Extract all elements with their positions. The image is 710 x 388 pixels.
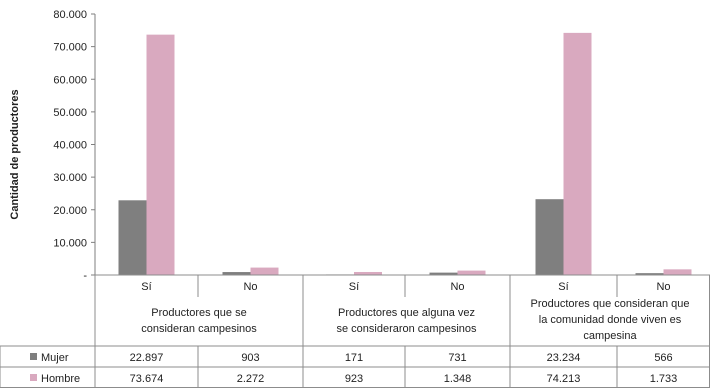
category-label: No: [656, 281, 670, 293]
data-label: 1.733: [650, 373, 678, 385]
y-tick-label: 20.000: [53, 205, 87, 217]
category-label: Sí: [558, 281, 568, 293]
bars: [118, 32, 692, 275]
legend-swatch-hombre: [30, 374, 37, 381]
data-label: 566: [654, 352, 672, 364]
y-axis: - 10.000 20.000 30.000 40.000 50.000 60.000 70.…: [53, 9, 96, 282]
y-tick-label: 30.000: [53, 172, 87, 184]
data-label: 22.897: [130, 352, 164, 364]
data-label: 2.272: [237, 373, 265, 385]
group-label: Productores que consideran que: [531, 298, 690, 310]
legend-label-hombre: Hombre: [41, 373, 80, 385]
bar-hombre-6: [663, 269, 692, 275]
bar-mujer-1: [118, 200, 147, 275]
category-label: Sí: [349, 281, 359, 293]
data-label: 923: [345, 373, 363, 385]
data-label: 731: [448, 352, 466, 364]
bar-mujer-2: [222, 272, 251, 275]
data-label: 903: [241, 352, 259, 364]
bar-hombre-5: [563, 32, 592, 275]
bar-hombre-2: [250, 267, 279, 275]
data-label: 23.234: [547, 352, 581, 364]
y-tick-label: 40.000: [53, 140, 87, 152]
group-label: campesina: [583, 330, 637, 342]
y-tick-label: 10.000: [53, 237, 87, 249]
bar-hombre-1: [146, 34, 175, 275]
group-label: se consideraron campesinos: [336, 323, 477, 335]
y-tick-label: 80.000: [53, 9, 87, 21]
data-table: Sí No Sí No Sí No Productores que se consideran…: [0, 274, 710, 388]
group-label: la comunidad donde viven es: [539, 314, 682, 326]
data-label: 1.348: [444, 373, 472, 385]
group-label: Productores que alguna vez: [338, 307, 475, 319]
legend-label-mujer: Mujer: [41, 352, 69, 364]
category-label: Sí: [141, 281, 151, 293]
y-tick-label: 50.000: [53, 107, 87, 119]
legend-swatch-mujer: [30, 353, 37, 360]
group-label: consideran campesinos: [141, 323, 257, 335]
y-axis-label: Cantidad de productores: [9, 89, 21, 219]
bar-mujer-5: [535, 199, 564, 275]
y-tick-label: -: [83, 270, 87, 282]
bar-hombre-4: [457, 270, 486, 275]
y-tick-label: 70.000: [53, 42, 87, 54]
bar-mujer-6: [635, 273, 664, 275]
data-label: 74.213: [547, 373, 581, 385]
data-label: 73.674: [130, 373, 164, 385]
category-label: No: [243, 281, 257, 293]
category-label: No: [450, 281, 464, 293]
data-label: 171: [345, 352, 363, 364]
group-label: Productores que se: [151, 307, 246, 319]
bar-hombre-3: [354, 271, 382, 275]
y-tick-label: 60.000: [53, 74, 87, 86]
bar-mujer-4: [429, 272, 458, 275]
